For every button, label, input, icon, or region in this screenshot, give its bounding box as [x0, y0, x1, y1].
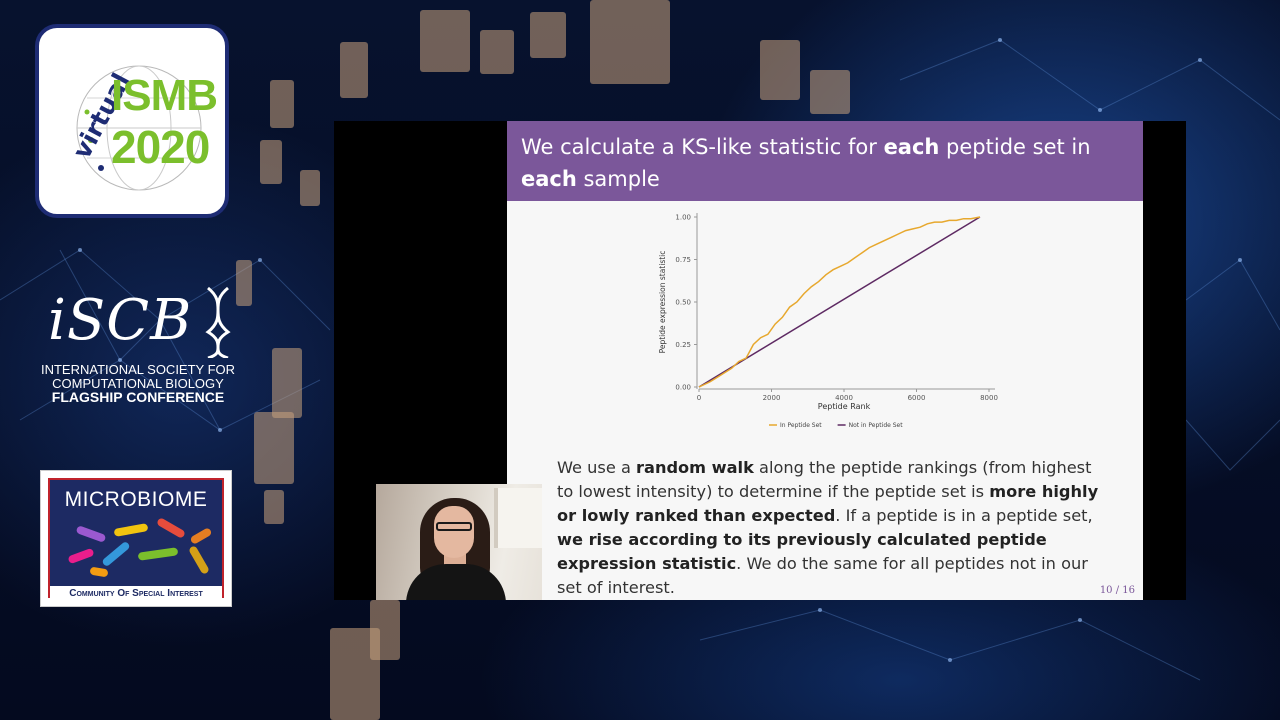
iscb-line-2: COMPUTATIONAL BIOLOGY [52, 376, 224, 391]
y-tick-label: 0.00 [675, 384, 691, 392]
iscb-line-3: FLAGSHIP CONFERENCE [51, 389, 225, 405]
presenter-webcam [376, 484, 542, 600]
bacteria-icon [188, 545, 210, 575]
series-line-not-in-peptide-set [698, 216, 981, 388]
y-tick-label: 0.75 [675, 256, 691, 264]
ismb-2020-logo: virtual ISMB 2020 [35, 24, 229, 218]
bacteria-icon [89, 566, 109, 578]
bacteria-icon [189, 527, 213, 545]
microbiome-cosi-logo: MICROBIOME Community Of Special Interest [40, 470, 232, 607]
bacteria-icon [137, 547, 179, 561]
bacteria-icon [101, 540, 131, 568]
body-text: . If a peptide is in a peptide set, [835, 506, 1093, 525]
y-tick-label: 0.50 [675, 299, 691, 307]
slide-body-text: We use a random walk along the peptide r… [557, 456, 1107, 600]
title-text: peptide set in [939, 135, 1091, 159]
legend-label: In Peptide Set [780, 422, 822, 429]
series-line-in-peptide-set [698, 216, 981, 388]
presenter-face [434, 506, 474, 558]
iscb-line-1: INTERNATIONAL SOCIETY FOR [40, 362, 236, 377]
y-tick-label: 1.00 [675, 214, 691, 222]
title-bold: each [883, 135, 940, 159]
bacteria-icon [75, 525, 107, 543]
iscb-wordmark: iSCB [48, 288, 193, 353]
x-tick-label: 4000 [835, 394, 853, 402]
globe-network-icon [76, 65, 202, 191]
title-text: We calculate a KS-like statistic for [521, 135, 884, 159]
body-text: We use a [557, 458, 637, 477]
legend-label: Not in Peptide Set [849, 422, 904, 429]
x-tick-label: 2000 [763, 394, 781, 402]
y-tick-label: 0.25 [675, 341, 691, 349]
ismb-wordmark: ISMB [111, 71, 218, 120]
title-text: sample [576, 167, 660, 191]
body-bold: we rise according to its previously calc… [557, 530, 1047, 573]
presentation-slide: We calculate a KS-like statistic for eac… [507, 121, 1143, 600]
iscb-logo: iSCB INTERNATIONAL SOCIETY FOR COMPUTATI… [38, 284, 238, 408]
body-text: along the peptide rankings (from highest… [557, 458, 1092, 501]
slide-title: We calculate a KS-like statistic for eac… [521, 131, 1129, 195]
x-tick-label: 8000 [980, 394, 998, 402]
microbiome-subtitle: Community Of Special Interest [50, 586, 222, 602]
bacteria-icon [113, 523, 149, 537]
conference-year: 2020 [111, 121, 210, 173]
x-axis-label: Peptide Rank [818, 402, 871, 411]
random-walk-chart: 0.00 0.25 0.50 0.75 1.00 0 2000 4000 6000 8000 Pep… [658, 213, 998, 429]
x-tick-label: 0 [697, 394, 701, 402]
microbiome-panel: MICROBIOME Community Of Special Interest [48, 478, 224, 602]
slide-page-number: 10 / 16 [1099, 585, 1135, 596]
title-bold: each [521, 167, 577, 191]
bacteria-icon [156, 517, 186, 539]
presenter-glasses [436, 522, 472, 531]
y-axis-label: Peptide expression statistic [658, 251, 667, 354]
body-bold: random walk [636, 458, 754, 477]
bacteria-icon [67, 547, 95, 565]
body-bold: more highly or lowly ranked than expecte… [557, 482, 1099, 525]
body-text: . We do the same for all peptides not in… [557, 554, 1088, 597]
slide-header: We calculate a KS-like statistic for eac… [507, 121, 1143, 201]
dna-helix-icon [205, 286, 231, 358]
microbiome-title: MICROBIOME [64, 488, 208, 511]
x-tick-label: 6000 [908, 394, 926, 402]
webcam-window-background [494, 488, 542, 548]
